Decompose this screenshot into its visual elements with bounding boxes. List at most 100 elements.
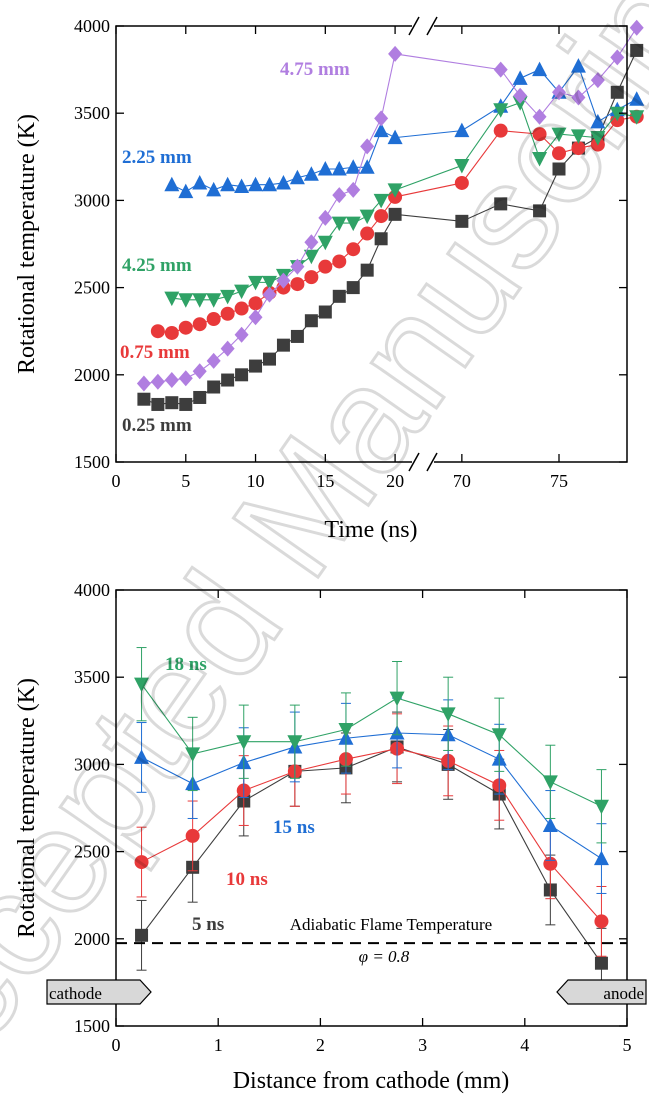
distance-series-point — [134, 677, 150, 693]
distance-series-point — [389, 691, 405, 707]
time-series-point — [318, 259, 333, 274]
time-series-point — [532, 108, 547, 125]
time-series-point — [304, 234, 319, 251]
time-series-point — [248, 176, 264, 192]
time-series-point — [192, 363, 207, 380]
time-series-point — [360, 226, 375, 241]
axis-break-slash — [408, 16, 420, 36]
time-series-point — [248, 275, 264, 291]
time-series-point — [552, 162, 566, 176]
time-series-point — [610, 85, 624, 99]
distance-chart: 0 1 2 3 4 5 1500 2000 2500 3000 3500 4000 Rotationa… — [14, 580, 647, 1094]
time-series-point — [513, 87, 528, 104]
time-series-point — [345, 216, 361, 232]
time-series-point — [590, 72, 605, 89]
distance-series-point — [185, 747, 201, 762]
time-series-point — [192, 317, 207, 332]
distance-chart-frame — [115, 589, 628, 1027]
time-series-point — [374, 232, 388, 246]
time-series-point — [303, 166, 319, 181]
time-series-point — [304, 270, 319, 285]
time-series-point — [221, 373, 235, 387]
time-series-point — [493, 123, 508, 138]
time-series-point — [235, 368, 249, 382]
axis-break-slash — [408, 452, 420, 472]
distance-series-point — [542, 775, 558, 790]
time-series-point — [332, 254, 347, 269]
time-series-point — [220, 176, 236, 192]
time-series-point — [570, 58, 586, 73]
time-series-point — [374, 110, 389, 127]
time-series-point — [220, 306, 235, 321]
time-series-point — [609, 106, 625, 122]
time-series-point — [164, 291, 180, 307]
time-series-3 — [164, 96, 645, 308]
series-label-2-25mm: 2.25 mm — [122, 147, 192, 168]
time-series-point — [150, 373, 165, 390]
series-label-4-25mm: 4.25 mm — [122, 255, 192, 276]
series-label-18ns: 18 ns — [165, 654, 207, 675]
y-tick-label: 3500 — [74, 667, 110, 687]
cathode-label: cathode — [49, 984, 102, 1003]
time-series-point — [374, 209, 389, 224]
time-series-point — [331, 216, 347, 232]
adiabatic-flame-label: Adiabatic Flame Temperature — [290, 915, 492, 934]
time-series-point — [276, 272, 291, 289]
time-chart-xlabel: Time (ns) — [324, 517, 417, 543]
axis-break-gap-top — [412, 20, 434, 32]
time-series-point — [387, 129, 403, 145]
time-series-point — [136, 375, 151, 392]
distance-series-3 — [134, 647, 609, 844]
y-tick-label: 2500 — [74, 278, 110, 298]
time-series-point — [192, 293, 208, 308]
time-series-point — [359, 159, 375, 174]
time-series-point — [290, 277, 305, 292]
time-series-point — [332, 289, 346, 303]
distance-series-point — [135, 928, 149, 942]
time-series-point — [388, 207, 402, 221]
time-series-point — [178, 183, 194, 199]
axis-break-slash — [426, 452, 438, 472]
time-series-point — [262, 286, 277, 303]
y-tick-label: 2000 — [74, 929, 110, 949]
time-series-point — [178, 320, 193, 335]
time-series-point — [290, 258, 305, 275]
time-series-point — [164, 325, 179, 340]
y-tick-label: 4000 — [74, 16, 110, 36]
time-series-point — [454, 175, 469, 190]
series-label-15ns: 15 ns — [273, 817, 315, 838]
time-series-point — [610, 49, 625, 66]
distance-series-line — [141, 732, 602, 860]
time-chart-marks — [136, 19, 645, 411]
time-series-point — [318, 209, 333, 226]
time-series-point — [262, 275, 277, 291]
time-series-point — [455, 214, 469, 228]
time-series-point — [533, 204, 547, 218]
time-series-1 — [150, 109, 644, 340]
distance-series-point — [185, 828, 200, 843]
x-tick-label: 5 — [623, 1035, 632, 1055]
time-series-point — [359, 209, 375, 225]
time-series-point — [373, 122, 389, 138]
time-chart-frame — [115, 25, 628, 463]
time-series-point — [571, 89, 586, 106]
time-series-point — [571, 141, 586, 156]
time-series-point — [373, 193, 389, 209]
y-tick-label: 3000 — [74, 754, 110, 774]
time-series-point — [532, 152, 548, 167]
time-series-point — [289, 169, 305, 185]
x-tick-label: 15 — [316, 471, 334, 491]
distance-series-point — [134, 855, 149, 870]
time-chart: 0 5 10 15 20 70 75 1500 2000 2500 3000 3500 4000 Rot… — [14, 16, 645, 543]
time-series-point — [206, 352, 221, 369]
time-series-point — [360, 138, 375, 155]
distance-chart-ticks: 0 1 2 3 4 5 1500 2000 2500 3000 3500 4000 — [74, 580, 632, 1055]
distance-series-point — [236, 735, 252, 750]
distance-series-point — [542, 817, 558, 832]
time-series-point — [494, 197, 508, 211]
time-series-point — [207, 380, 221, 394]
distance-series-point — [287, 735, 303, 750]
y-tick-label: 2000 — [74, 365, 110, 385]
time-series-point — [303, 249, 319, 265]
distance-series-point — [491, 728, 507, 743]
